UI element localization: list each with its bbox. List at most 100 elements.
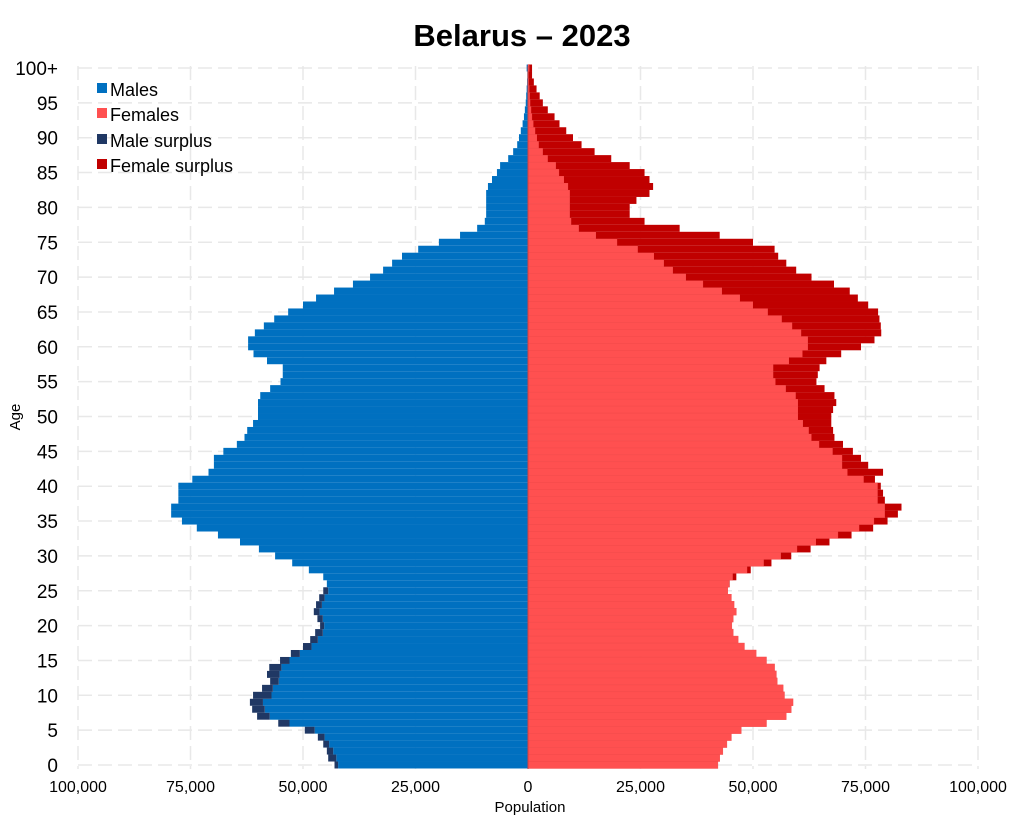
- female-surplus-bar: [673, 267, 796, 274]
- female-bar: [528, 120, 533, 127]
- male-bar: [270, 713, 528, 720]
- female-bar: [528, 504, 885, 511]
- legend-swatch-females: [97, 108, 107, 118]
- female-surplus-bar: [764, 559, 772, 566]
- male-bar: [197, 525, 528, 532]
- female-bar: [528, 552, 781, 559]
- female-bar: [528, 720, 767, 727]
- female-bar: [528, 538, 816, 545]
- male-surplus-bar: [291, 650, 300, 657]
- y-tick-label: 20: [37, 617, 58, 638]
- female-surplus-bar: [733, 573, 737, 580]
- male-bar: [524, 113, 528, 120]
- male-bar: [334, 288, 528, 295]
- male-surplus-bar: [315, 629, 323, 636]
- female-surplus-bar: [617, 239, 753, 246]
- female-bar: [528, 183, 568, 190]
- female-bar: [528, 650, 756, 657]
- male-bar: [318, 636, 528, 643]
- female-bar: [528, 350, 803, 357]
- female-surplus-bar: [531, 106, 548, 113]
- female-surplus-bar: [812, 434, 835, 441]
- female-surplus-bar: [570, 211, 630, 218]
- female-surplus-bar: [789, 357, 826, 364]
- male-surplus-bar: [323, 587, 328, 594]
- male-bar: [218, 532, 528, 539]
- male-bar: [258, 406, 528, 413]
- male-bar: [418, 246, 528, 253]
- male-bar: [283, 371, 528, 378]
- male-surplus-bar: [328, 755, 336, 762]
- female-bar: [528, 497, 878, 504]
- legend-label-females: Females: [110, 105, 179, 125]
- female-bar: [528, 587, 728, 594]
- female-bar: [528, 685, 783, 692]
- female-surplus-bar: [529, 78, 534, 85]
- female-surplus-bar: [803, 420, 831, 427]
- male-bar: [272, 692, 529, 699]
- y-tick-label: 95: [37, 94, 58, 115]
- male-bar: [320, 608, 528, 615]
- female-surplus-bar: [654, 253, 778, 260]
- female-surplus-bar: [773, 364, 819, 371]
- female-surplus-bar: [532, 113, 555, 120]
- male-bar: [264, 322, 528, 329]
- female-bar: [528, 469, 848, 476]
- male-bar: [370, 274, 528, 281]
- female-bar: [528, 462, 842, 469]
- x-tick-label: 0: [524, 779, 533, 796]
- female-surplus-bar: [568, 183, 653, 190]
- male-bar: [290, 720, 529, 727]
- female-surplus-bar: [570, 190, 650, 197]
- female-surplus-bar: [559, 169, 645, 176]
- female-bar: [528, 490, 878, 497]
- male-bar: [500, 162, 528, 169]
- x-tick-label: 75,000: [166, 779, 215, 796]
- female-surplus-bar: [537, 134, 573, 141]
- female-surplus-bar: [703, 281, 834, 288]
- female-surplus-bar: [878, 483, 881, 490]
- male-bar: [325, 734, 528, 741]
- female-surplus-bar: [809, 427, 833, 434]
- male-bar: [258, 399, 528, 406]
- x-axis-label: Population: [495, 799, 566, 816]
- male-surplus-bar: [305, 727, 315, 734]
- male-surplus-bar: [317, 615, 322, 622]
- female-bar: [528, 113, 532, 120]
- male-bar: [439, 239, 528, 246]
- female-bar: [528, 525, 859, 532]
- female-bar: [528, 671, 776, 678]
- female-bar: [528, 162, 556, 169]
- female-bar: [528, 622, 732, 629]
- male-bar: [323, 573, 528, 580]
- male-bar: [485, 218, 528, 225]
- male-surplus-bar: [269, 664, 281, 671]
- female-bar: [528, 141, 539, 148]
- male-bar: [488, 183, 528, 190]
- female-surplus-bar: [798, 406, 833, 413]
- male-bar: [290, 657, 529, 664]
- y-tick-label: 70: [37, 268, 58, 289]
- legend: Males Females Male surplus Female surplu…: [97, 80, 233, 176]
- female-bar: [528, 664, 775, 671]
- female-bar: [528, 267, 673, 274]
- x-tick-label: 50,000: [279, 779, 328, 796]
- male-bar: [508, 155, 528, 162]
- female-bar: [528, 434, 812, 441]
- female-surplus-bar: [529, 71, 532, 78]
- female-bar: [528, 308, 768, 315]
- female-surplus-bar: [686, 274, 812, 281]
- male-bar: [258, 413, 528, 420]
- female-surplus-bar: [878, 490, 883, 497]
- y-tick-label: 30: [37, 547, 58, 568]
- male-bar: [281, 378, 529, 385]
- female-surplus-bar: [533, 120, 559, 127]
- female-bar: [528, 629, 733, 636]
- female-surplus-bar: [878, 497, 885, 504]
- male-bar: [245, 434, 529, 441]
- male-bar: [248, 336, 528, 343]
- male-bar: [353, 281, 528, 288]
- y-tick-label: 0: [47, 756, 58, 777]
- legend-swatch-male-surplus: [97, 134, 107, 144]
